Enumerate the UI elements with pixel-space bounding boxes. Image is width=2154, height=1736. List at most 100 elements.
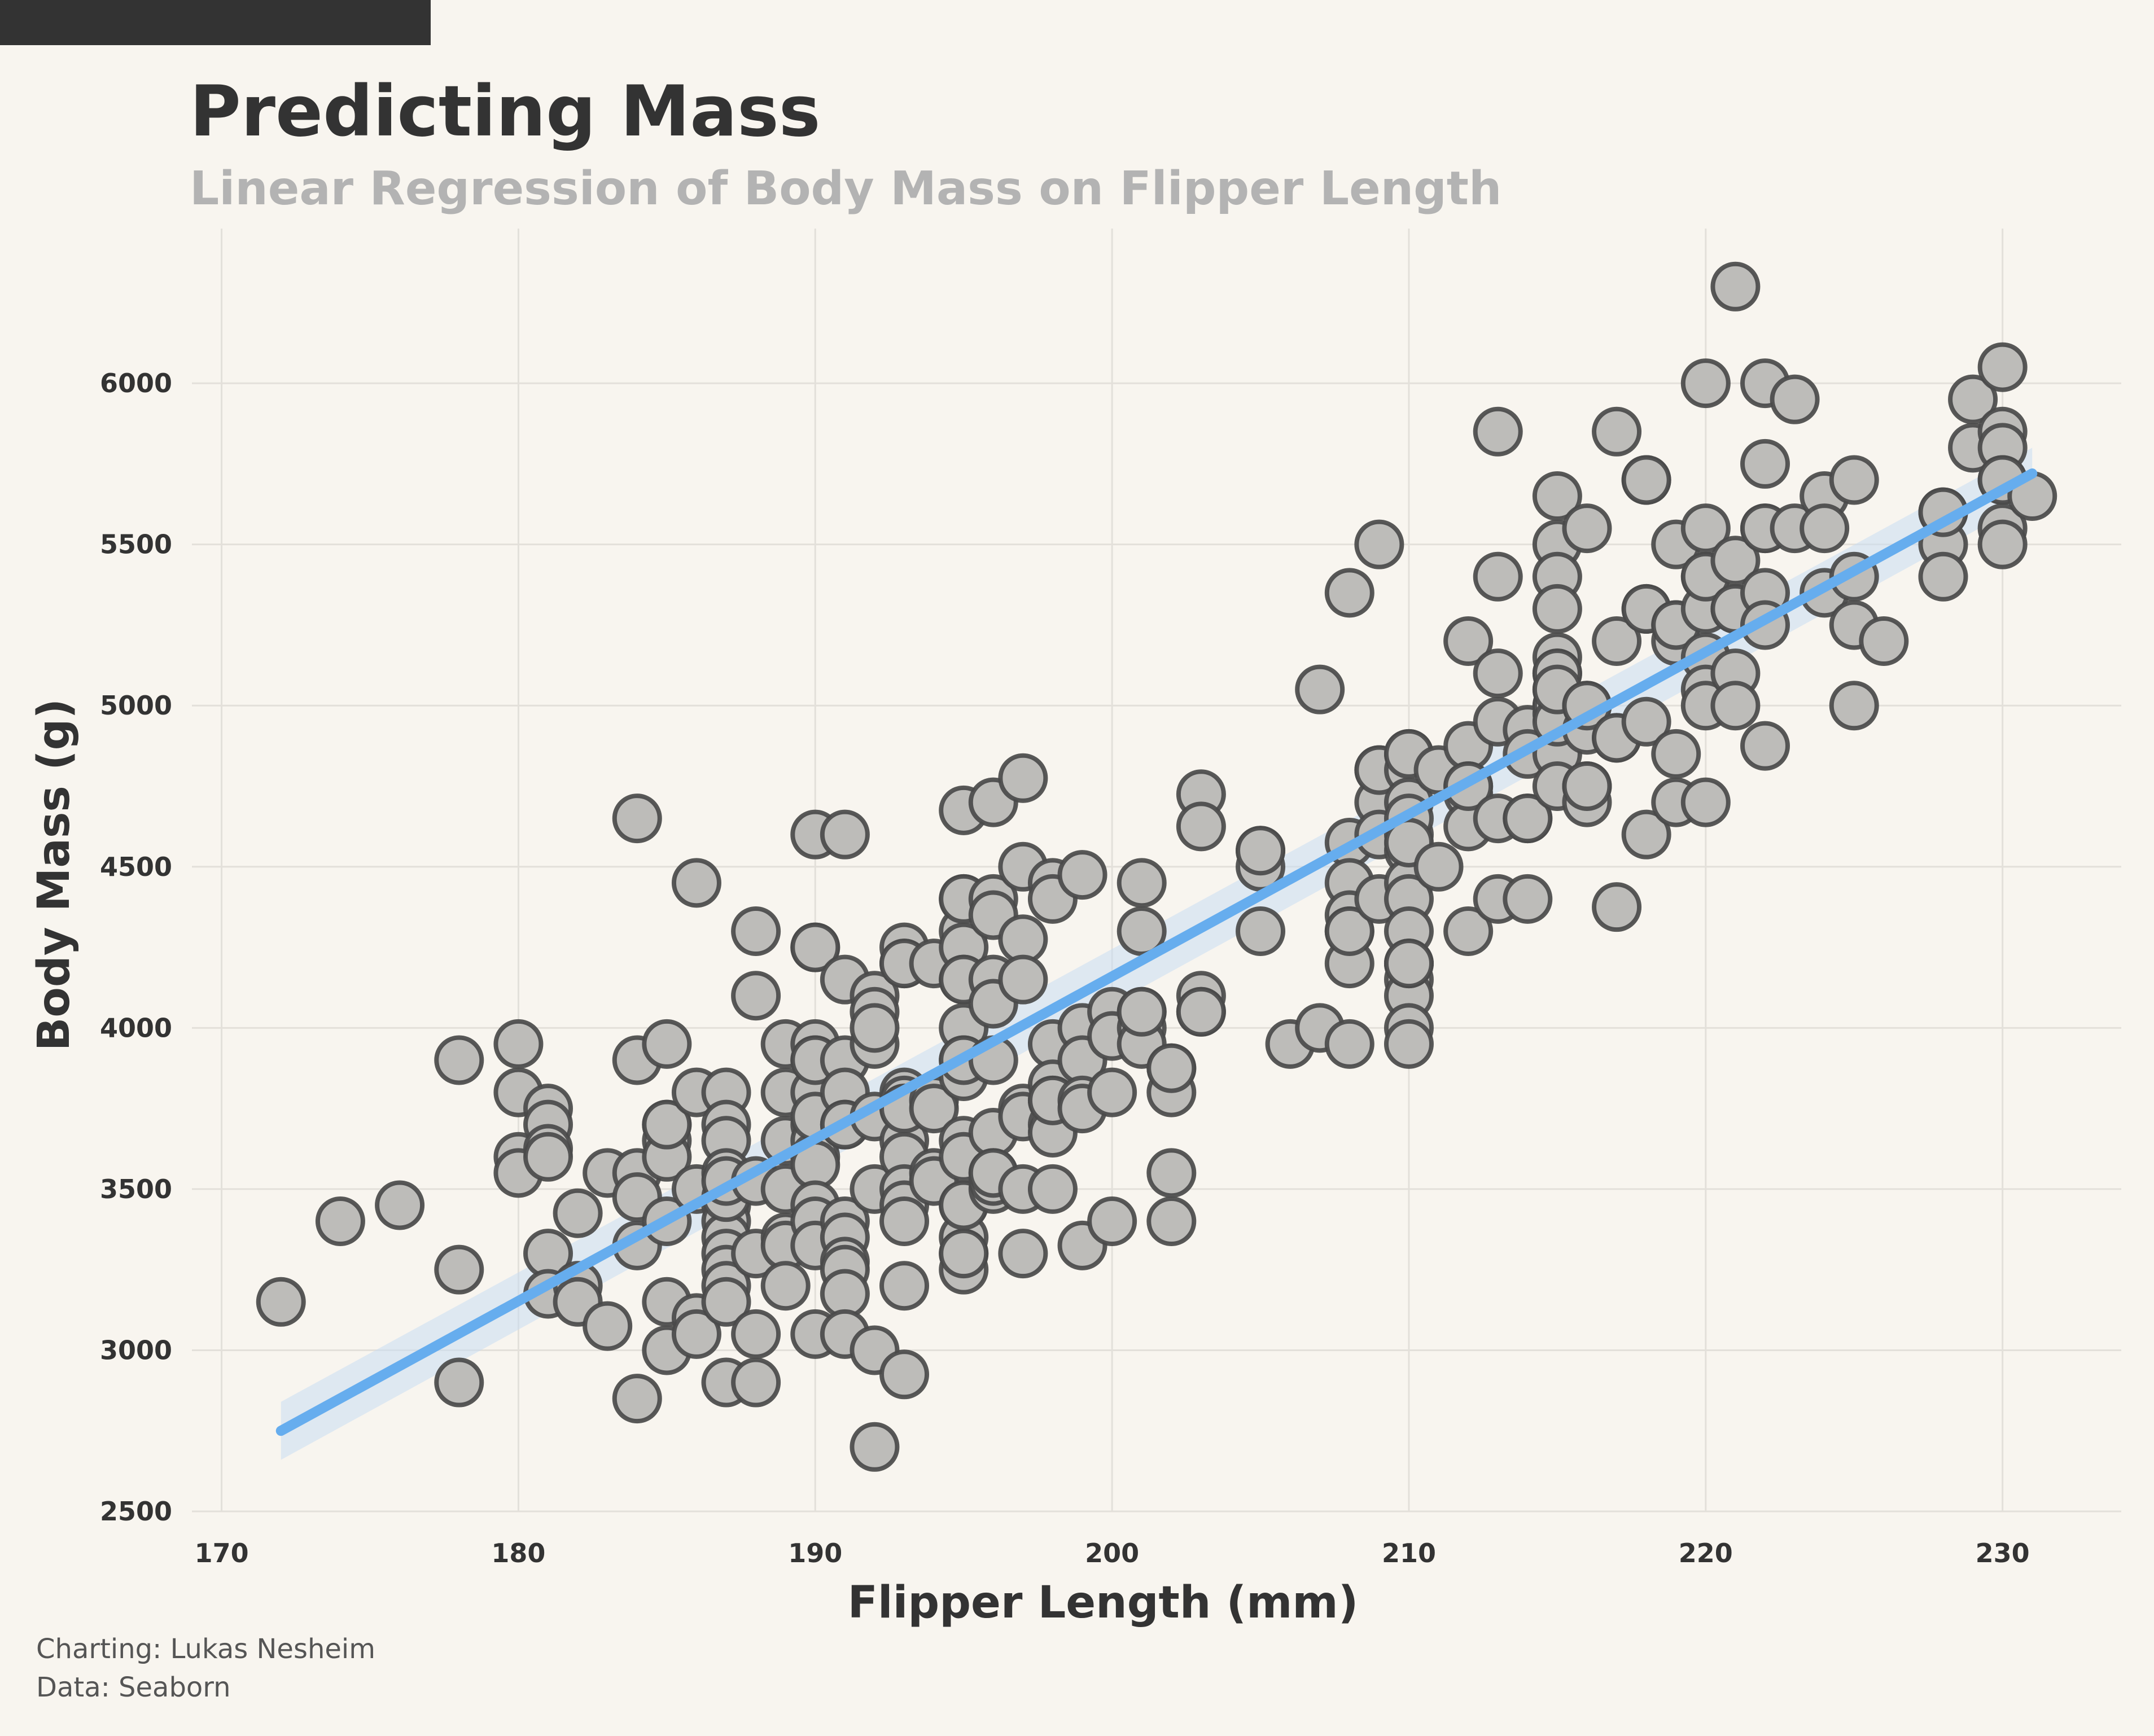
scatter-point — [1324, 1019, 1374, 1069]
credit-data: Data: Seaborn — [36, 1672, 231, 1703]
x-tick-label: 170 — [195, 1538, 249, 1568]
scatter-point — [1562, 761, 1612, 812]
scatter-point — [1680, 777, 1731, 827]
x-tick-labels: 170 180 190 200 210 220 230 — [195, 1538, 2030, 1568]
scatter-point — [1146, 1043, 1197, 1093]
scatter-point — [671, 858, 721, 908]
scatter-point — [1473, 648, 1523, 699]
y-axis-label: Body Mass (g) — [29, 699, 80, 1051]
scatter-point — [1740, 721, 1790, 771]
scatter-point — [1977, 519, 2028, 569]
scatter-point — [523, 1132, 573, 1182]
scatter-point — [1057, 850, 1107, 900]
scatter-point — [1236, 826, 1286, 876]
scatter-point — [1651, 729, 1701, 779]
y-tick-label: 5500 — [100, 529, 172, 560]
scatter-point — [1117, 906, 1167, 957]
scatter-point — [1562, 503, 1612, 554]
scatter-point — [998, 954, 1048, 1005]
scatter-point — [731, 1357, 781, 1408]
scatter-point — [1117, 858, 1167, 908]
x-tick-label: 210 — [1382, 1538, 1436, 1568]
scatter-point — [1354, 519, 1404, 569]
scatter-point — [850, 1003, 900, 1053]
scatter-point — [256, 1277, 306, 1327]
scatter-point — [731, 1309, 781, 1359]
scatter-point — [1710, 536, 1761, 586]
scatter-point — [1621, 809, 1671, 860]
y-tick-label: 6000 — [100, 368, 172, 398]
scatter-point — [1592, 882, 1642, 932]
scatter-point — [1146, 1196, 1197, 1247]
scatter-point — [850, 1422, 900, 1472]
scatter-point — [1621, 696, 1671, 747]
scatter-point — [790, 922, 840, 972]
scatter-point — [1592, 406, 1642, 457]
scatter-point — [1473, 551, 1523, 602]
scatter-point — [701, 1277, 751, 1327]
scatter-point — [1443, 906, 1494, 957]
scatter-point — [375, 1180, 425, 1230]
scatter-point — [879, 1261, 930, 1311]
y-tick-label: 4000 — [100, 1012, 172, 1043]
scatter-point — [1324, 568, 1374, 618]
scatter-point — [612, 1374, 662, 1424]
scatter-point — [1473, 406, 1523, 457]
y-tick-label: 3000 — [100, 1335, 172, 1365]
scatter-point — [642, 1099, 692, 1150]
scatter-point — [1740, 439, 1790, 489]
scatter-point — [879, 1349, 930, 1400]
scatter-point — [731, 971, 781, 1021]
scatter-point — [1532, 584, 1582, 634]
x-tick-label: 200 — [1085, 1538, 1139, 1568]
scatter-point — [1770, 374, 1820, 424]
scatter-point — [671, 1309, 721, 1359]
scatter-point — [1384, 1019, 1434, 1069]
scatter-point — [820, 809, 870, 860]
scatter-point — [909, 1084, 959, 1134]
scatter-point — [553, 1188, 603, 1238]
scatter-point — [1859, 616, 1909, 667]
scatter-point — [583, 1301, 633, 1351]
scatter-point — [1680, 503, 1731, 554]
scatter-point — [434, 1035, 484, 1085]
x-tick-label: 190 — [788, 1538, 842, 1568]
scatter-point — [1295, 664, 1345, 714]
scatter-point — [315, 1196, 365, 1247]
scatter-point — [1176, 987, 1226, 1037]
scatter-point — [1680, 358, 1731, 409]
scatter-point — [1236, 906, 1286, 957]
scatter-point — [760, 1261, 811, 1311]
scatter-point — [879, 1196, 930, 1247]
scatter-point — [1087, 1067, 1137, 1117]
y-tick-label: 5000 — [100, 690, 172, 721]
scatter-point — [1503, 874, 1553, 924]
scatter-point — [998, 753, 1048, 803]
y-tick-label: 3500 — [100, 1174, 172, 1204]
scatter-point — [1948, 374, 1998, 424]
chart-title: Predicting Mass — [190, 71, 821, 152]
scatter-point — [1829, 455, 1879, 505]
scatter-point — [1621, 455, 1671, 505]
scatter-point — [493, 1019, 544, 1069]
scatter-point — [1384, 939, 1434, 989]
scatter-point — [939, 1229, 989, 1279]
scatter-point — [1324, 906, 1374, 957]
x-tick-label: 230 — [1976, 1538, 2030, 1568]
x-axis-label: Flipper Length (mm) — [848, 1577, 1359, 1628]
scatter-point — [1829, 681, 1879, 731]
scatter-point — [1413, 841, 1464, 892]
x-tick-label: 180 — [491, 1538, 545, 1568]
y-tick-label: 2500 — [100, 1496, 172, 1527]
scatter-point — [1710, 261, 1761, 312]
scatter-point — [1977, 342, 2028, 392]
scatter-point — [1710, 681, 1761, 731]
x-tick-label: 220 — [1679, 1538, 1733, 1568]
scatter-point — [1117, 987, 1167, 1037]
scatter-point — [1918, 551, 1968, 602]
scatter-point — [1443, 616, 1494, 667]
scatter-point — [1146, 1148, 1197, 1198]
scatter-point — [1087, 1196, 1137, 1247]
regression-line-layer — [275, 468, 2038, 1436]
